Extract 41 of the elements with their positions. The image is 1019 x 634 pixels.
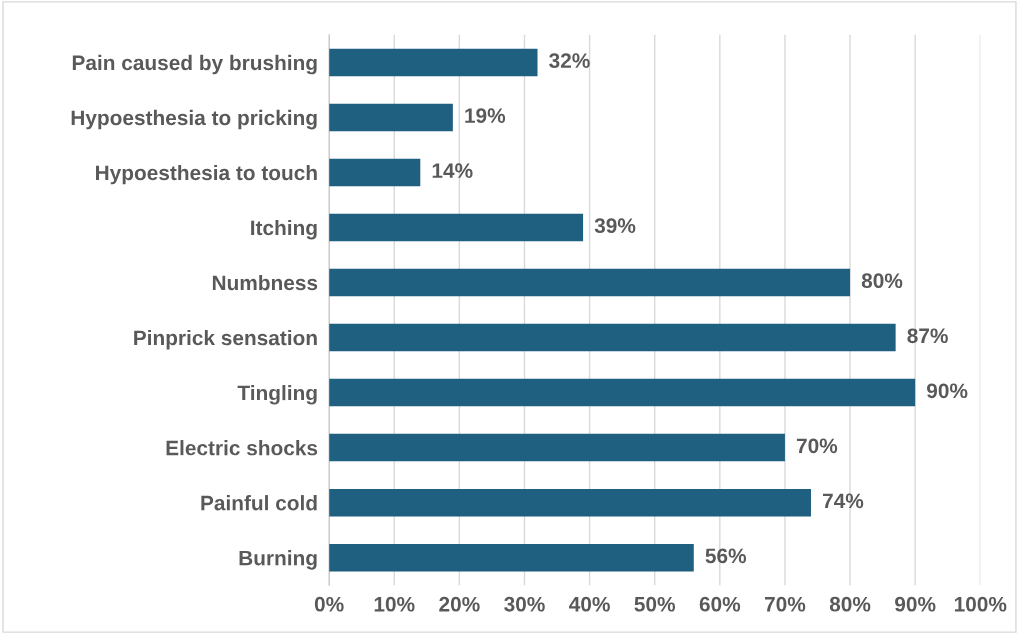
x-tick-label: 0% bbox=[314, 596, 344, 612]
y-tick-label: Pain caused by brushing bbox=[72, 54, 317, 75]
y-tick-label: Pinprick sensation bbox=[134, 329, 317, 350]
x-tick-label: 100% bbox=[954, 596, 1007, 612]
x-tick-label: 50% bbox=[634, 596, 676, 612]
x-tick-label: 20% bbox=[439, 596, 480, 612]
x-tick-label: 40% bbox=[569, 596, 610, 612]
y-tick-label: Burning bbox=[239, 550, 317, 570]
data-label: 56% bbox=[705, 548, 747, 564]
bar bbox=[329, 48, 538, 77]
bar bbox=[329, 158, 421, 187]
y-tick-label: Hypoesthesia to touch bbox=[96, 164, 317, 185]
y-tick-label: Tingling bbox=[237, 385, 317, 405]
bar bbox=[329, 213, 584, 242]
x-tick-label: 30% bbox=[504, 596, 545, 612]
bar bbox=[329, 378, 916, 407]
data-label: 87% bbox=[907, 328, 948, 344]
data-label: 32% bbox=[549, 53, 590, 69]
y-tick-label: Painful cold bbox=[201, 495, 317, 511]
bar bbox=[329, 543, 694, 572]
x-tick-label: 90% bbox=[895, 596, 936, 612]
y-tick-label: Itching bbox=[251, 219, 317, 240]
x-tick-label: 70% bbox=[764, 596, 806, 612]
y-tick-label: Electric shocks bbox=[166, 440, 318, 456]
bar bbox=[329, 488, 811, 517]
x-tick-label: 60% bbox=[699, 596, 741, 612]
bar bbox=[329, 323, 896, 352]
bar bbox=[329, 268, 851, 297]
data-label: 39% bbox=[594, 218, 636, 234]
data-label: 19% bbox=[465, 108, 506, 124]
x-tick-label: 80% bbox=[829, 596, 871, 612]
data-label: 90% bbox=[927, 383, 968, 399]
data-label: 14% bbox=[432, 163, 473, 178]
y-tick-label: Hypoesthesia to pricking bbox=[71, 109, 317, 130]
bar bbox=[329, 103, 453, 132]
y-tick-label: Numbness bbox=[212, 274, 318, 291]
bar bbox=[329, 433, 785, 462]
data-label: 74% bbox=[822, 493, 864, 509]
data-label: 80% bbox=[861, 273, 903, 289]
x-tick-label: 10% bbox=[374, 596, 415, 612]
data-label: 70% bbox=[796, 438, 838, 454]
